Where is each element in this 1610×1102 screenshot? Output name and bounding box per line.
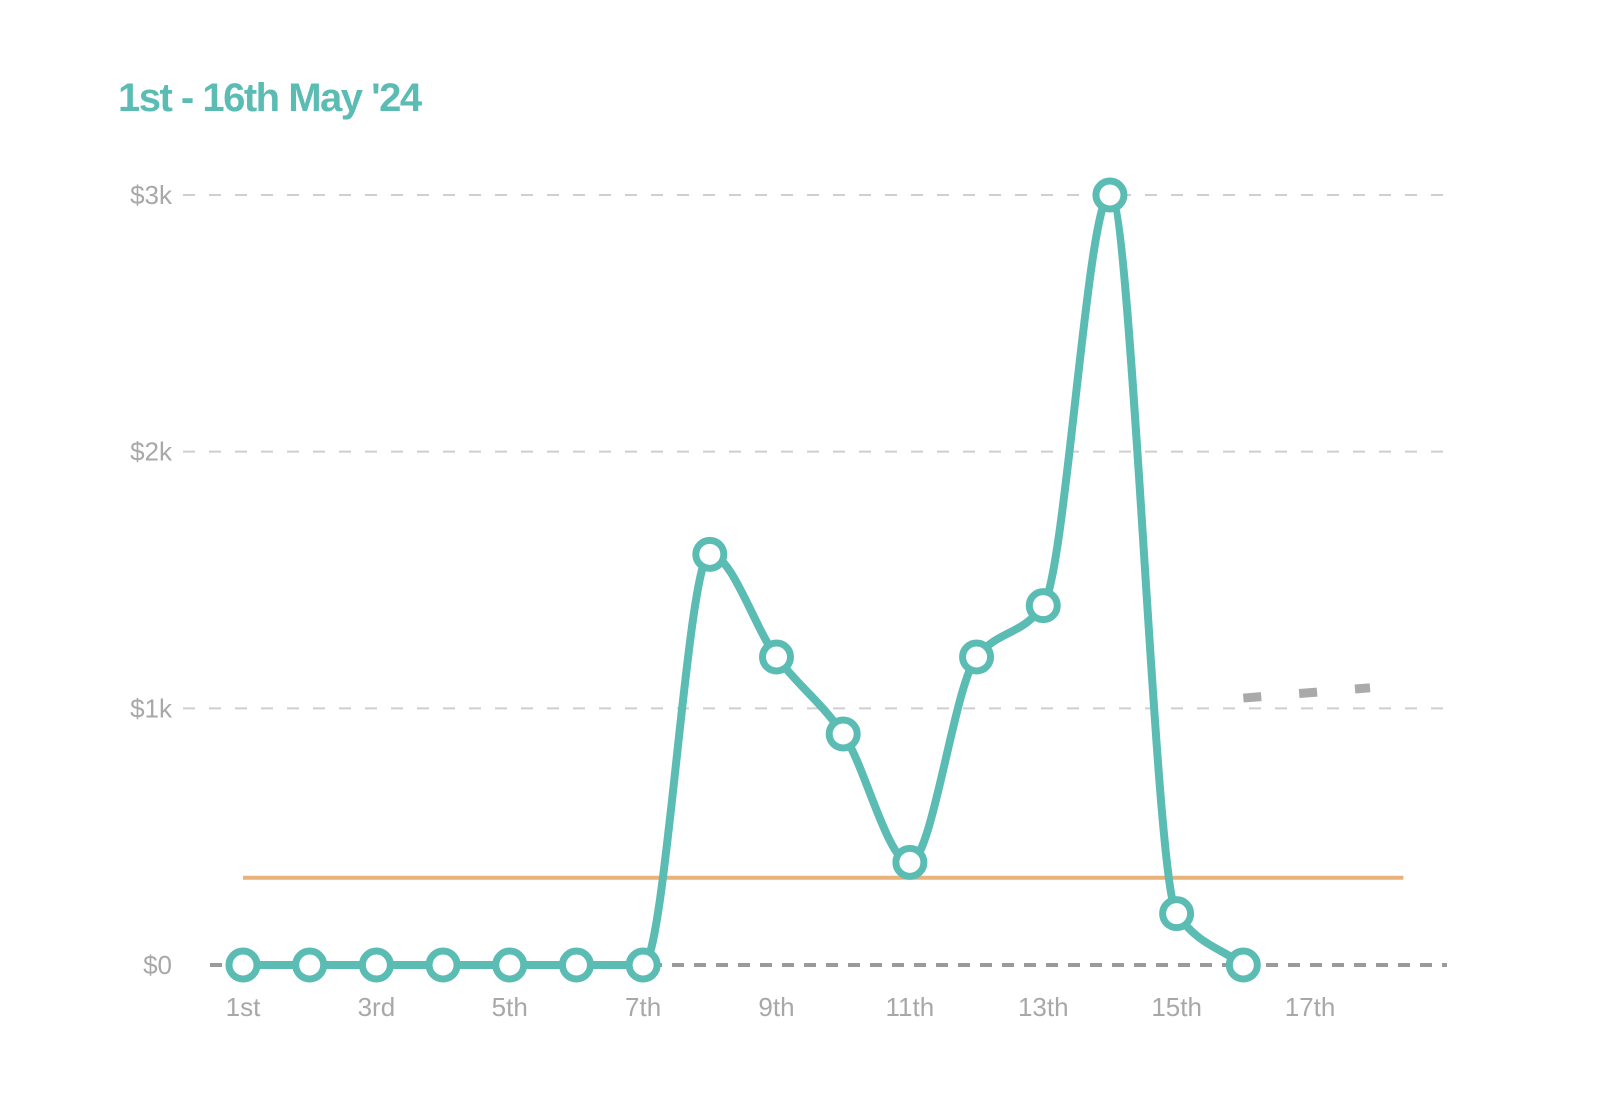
x-tick-label: 17th [1285, 992, 1336, 1022]
data-point-day-14 [1092, 177, 1128, 213]
data-point-day-4 [425, 947, 461, 983]
chart-title: 1st - 16th May '24 [118, 76, 422, 120]
data-point-day-12 [959, 639, 995, 675]
x-tick-label: 5th [492, 992, 528, 1022]
y-tick-label: $3k [130, 180, 173, 210]
data-point-day-8 [692, 536, 728, 572]
data-point-day-16 [1225, 947, 1261, 983]
data-point-day-13 [1025, 588, 1061, 624]
series-line [239, 191, 1248, 970]
series-revenue [239, 191, 1248, 970]
x-tick-label: 13th [1018, 992, 1069, 1022]
data-point-day-15 [1159, 896, 1195, 932]
y-tick-label: $2k [130, 437, 173, 467]
x-tick-label: 3rd [358, 992, 396, 1022]
data-point-day-7 [625, 947, 661, 983]
y-tick-label: $0 [143, 950, 172, 980]
data-point-day-5 [492, 947, 528, 983]
data-point-day-1 [225, 947, 261, 983]
data-point-day-9 [759, 639, 794, 675]
data-point-day-2 [292, 947, 328, 983]
x-axis-ticks: 1st 3rd 5th 7th 9th 11th 13th 15th 17th [226, 992, 1336, 1022]
x-tick-label: 1st [226, 992, 261, 1022]
x-tick-label: 15th [1151, 992, 1202, 1022]
x-tick-label: 7th [625, 992, 661, 1022]
y-axis-ticks: $0 $1k $2k $3k [130, 180, 173, 980]
data-point-day-10 [825, 716, 861, 752]
x-tick-label: 9th [758, 992, 794, 1022]
projection [1242, 683, 1371, 703]
data-markers [225, 177, 1261, 983]
data-point-day-3 [358, 947, 394, 983]
grid-lines [183, 194, 1447, 967]
y-tick-label: $1k [130, 693, 173, 723]
data-point-day-11 [892, 844, 928, 880]
projection-line [1242, 683, 1371, 703]
x-tick-label: 11th [886, 992, 935, 1022]
data-point-day-6 [558, 947, 594, 983]
